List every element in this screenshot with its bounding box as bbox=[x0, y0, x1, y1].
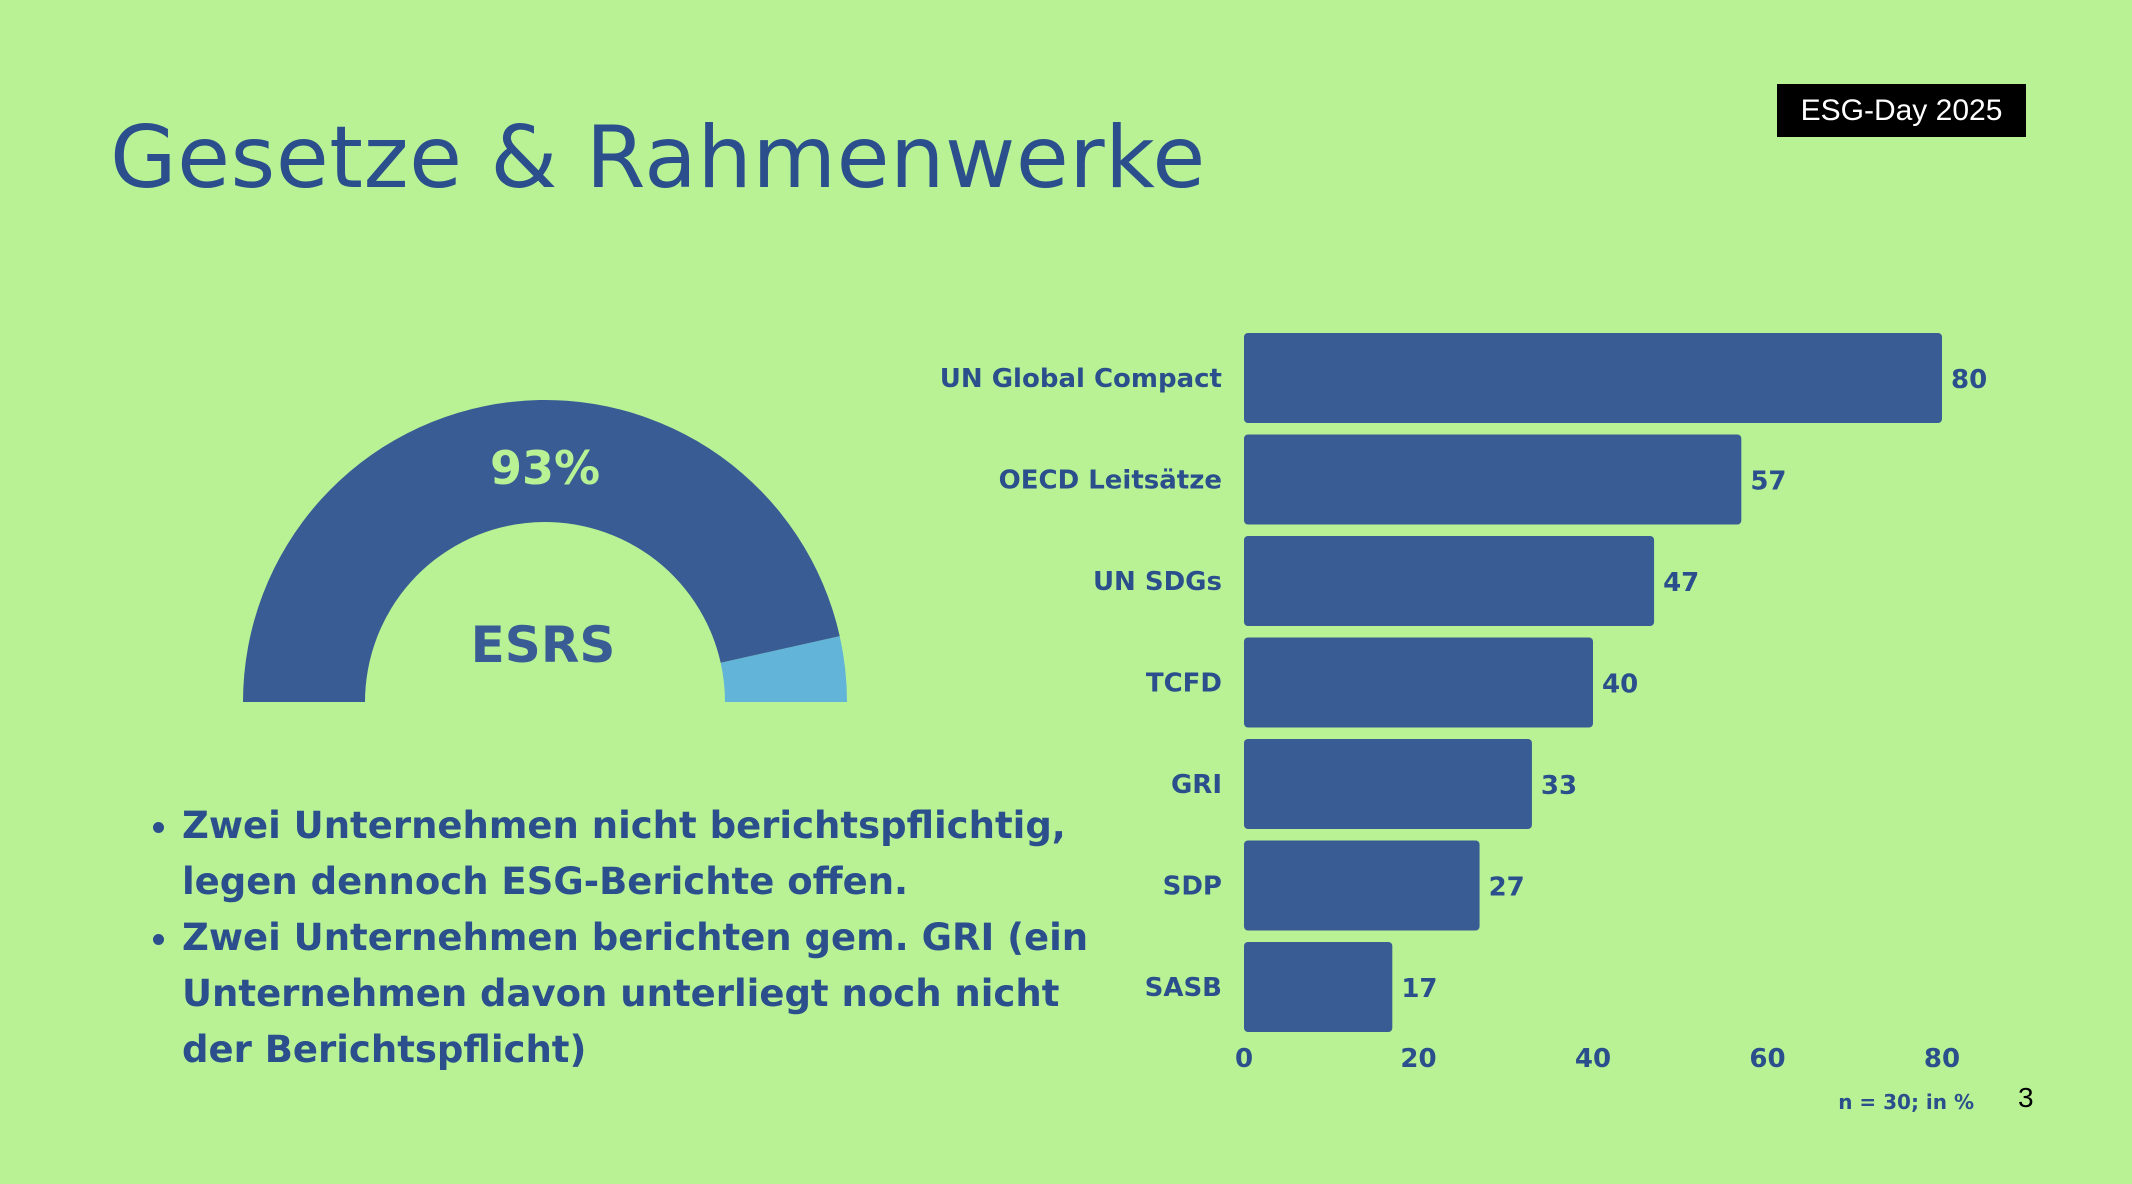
category-label: SDP bbox=[1163, 872, 1222, 902]
bullet-item: Zwei Unternehmen nicht berichtspflichtig… bbox=[182, 798, 1112, 910]
category-label: TCFD bbox=[1146, 669, 1222, 699]
bullet-item: Zwei Unternehmen berichten gem. GRI (ein… bbox=[182, 910, 1112, 1078]
data-label: 40 bbox=[1602, 670, 1638, 700]
data-label: 27 bbox=[1489, 873, 1525, 903]
data-label: 17 bbox=[1401, 974, 1437, 1004]
bar bbox=[1244, 637, 1593, 728]
category-label: GRI bbox=[1171, 770, 1222, 800]
bar bbox=[1244, 536, 1655, 626]
bar bbox=[1244, 739, 1532, 829]
x-tick-label: 80 bbox=[1924, 1044, 1960, 1074]
x-tick-label: 60 bbox=[1749, 1044, 1785, 1074]
bar bbox=[1244, 942, 1393, 1032]
event-badge: ESG-Day 2025 bbox=[1777, 84, 2026, 137]
slide-title: Gesetze & Rahmenwerke bbox=[110, 108, 1206, 208]
bars-layer: UN Global Compact 80 OECD Leitsätze 57 UN SD… bbox=[940, 333, 1987, 1074]
bullet-list: Zwei Unternehmen nicht berichtspflichtig… bbox=[140, 798, 1112, 1078]
category-label: UN SDGs bbox=[1093, 567, 1222, 597]
data-label: 80 bbox=[1951, 365, 1987, 395]
chart-footnote: n = 30; in % bbox=[1838, 1090, 1974, 1114]
bar bbox=[1244, 840, 1480, 931]
gauge-filled-arc bbox=[243, 400, 840, 702]
esrs-gauge: 93% ESRS bbox=[243, 400, 847, 702]
bar bbox=[1244, 333, 1942, 423]
page-number: 3 bbox=[2018, 1082, 2034, 1113]
gauge-remainder-arc bbox=[720, 636, 847, 702]
gauge-value-label: 93% bbox=[490, 441, 600, 495]
gauge-center-label: ESRS bbox=[471, 616, 616, 674]
category-label: UN Global Compact bbox=[940, 364, 1222, 394]
data-label: 57 bbox=[1750, 467, 1786, 497]
x-tick-label: 0 bbox=[1235, 1044, 1253, 1074]
x-tick-label: 20 bbox=[1400, 1044, 1436, 1074]
bar bbox=[1244, 434, 1742, 525]
category-label: SASB bbox=[1145, 973, 1222, 1003]
data-label: 47 bbox=[1663, 568, 1699, 598]
x-tick-label: 40 bbox=[1575, 1044, 1611, 1074]
data-label: 33 bbox=[1541, 771, 1577, 801]
category-label: OECD Leitsätze bbox=[999, 466, 1222, 496]
